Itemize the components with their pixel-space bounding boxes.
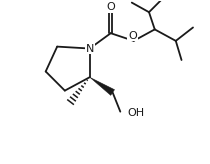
Text: OH: OH xyxy=(127,108,144,118)
Text: O: O xyxy=(106,2,115,12)
Polygon shape xyxy=(90,77,115,95)
Text: O: O xyxy=(128,31,137,41)
Text: N: N xyxy=(85,43,94,53)
